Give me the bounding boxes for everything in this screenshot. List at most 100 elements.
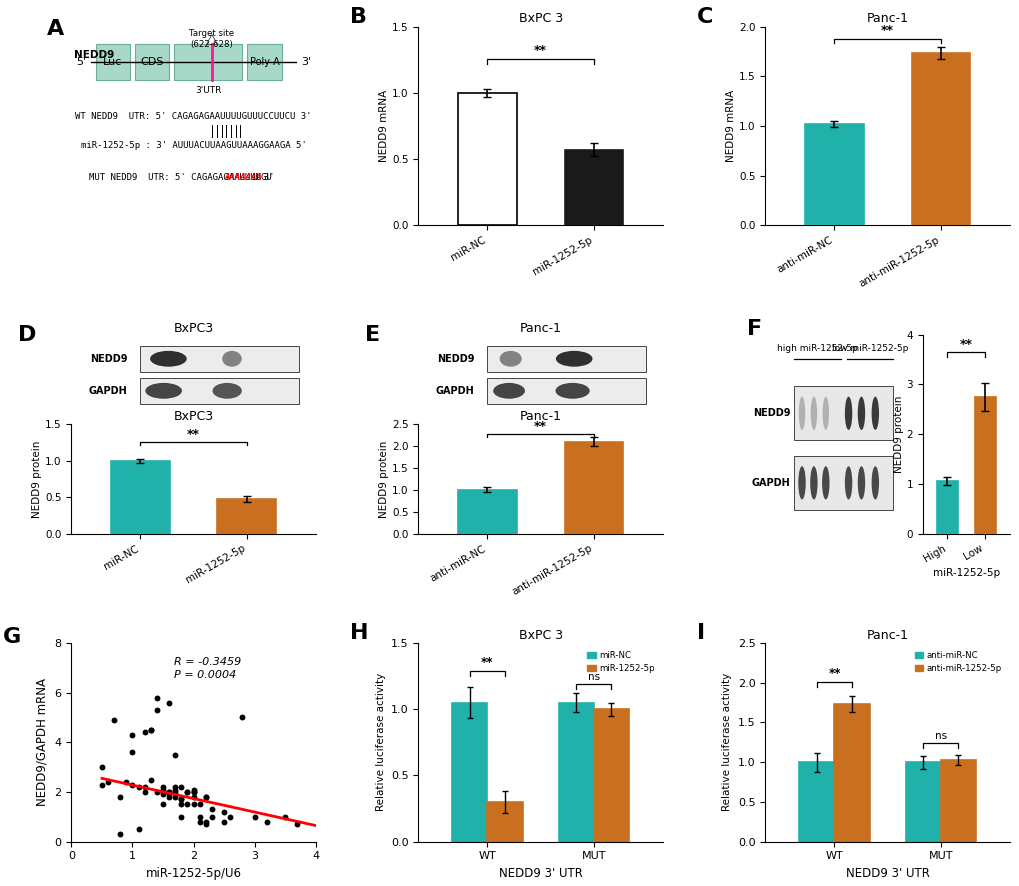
Bar (452, 703, 487, 842)
Bar (217, 499, 276, 533)
Point (124, 727, 141, 742)
Point (149, 785, 165, 799)
Text: G: G (3, 627, 21, 647)
Point (106, 713, 122, 727)
Point (161, 696, 177, 710)
Text: E: E (365, 325, 379, 346)
Ellipse shape (212, 383, 242, 399)
Point (130, 822, 147, 836)
Ellipse shape (844, 397, 852, 430)
Ellipse shape (871, 397, 878, 430)
Bar (834, 704, 869, 842)
Point (161, 788, 177, 802)
Y-axis label: Relative luciferase activity: Relative luciferase activity (375, 673, 385, 812)
FancyBboxPatch shape (140, 377, 299, 404)
FancyBboxPatch shape (794, 456, 893, 509)
Title: Panc-1: Panc-1 (519, 410, 561, 424)
Text: high miR-1252-5p: high miR-1252-5p (776, 344, 857, 353)
Ellipse shape (810, 397, 816, 430)
Text: GAPDH: GAPDH (435, 385, 474, 396)
Point (259, 815, 275, 829)
Title: BxPC 3: BxPC 3 (518, 12, 562, 26)
Text: **: ** (959, 338, 972, 351)
Y-axis label: NEDD9 protein: NEDD9 protein (893, 395, 903, 473)
Point (173, 780, 190, 794)
Text: NEDD9: NEDD9 (90, 354, 127, 364)
Point (143, 773, 159, 787)
Bar (911, 53, 969, 225)
Y-axis label: NEDD9 protein: NEDD9 protein (33, 440, 42, 517)
Point (161, 785, 177, 799)
Text: C: C (696, 7, 712, 27)
Bar (111, 461, 169, 533)
Text: **: ** (186, 428, 200, 441)
Point (167, 782, 183, 797)
Y-axis label: NEDD9/GAPDH mRNA: NEDD9/GAPDH mRNA (36, 679, 49, 806)
FancyBboxPatch shape (248, 44, 281, 81)
Title: Panc-1: Panc-1 (866, 12, 908, 26)
Bar (799, 762, 834, 842)
Text: CDS: CDS (141, 58, 164, 67)
Point (173, 792, 190, 806)
FancyBboxPatch shape (794, 386, 893, 440)
Ellipse shape (809, 466, 817, 500)
Text: B: B (350, 7, 367, 27)
Text: ns: ns (587, 672, 599, 682)
Text: low miR-1252-5p: low miR-1252-5p (830, 344, 907, 353)
Text: NEDD9: NEDD9 (437, 354, 474, 364)
Ellipse shape (871, 466, 878, 500)
Point (94, 777, 110, 791)
Point (179, 785, 196, 799)
Point (167, 790, 183, 804)
Point (192, 810, 208, 824)
Point (155, 780, 171, 794)
Bar (558, 703, 593, 842)
Text: **: ** (827, 666, 840, 680)
Text: H: H (350, 623, 368, 643)
Ellipse shape (493, 383, 525, 399)
Bar (487, 802, 522, 842)
Bar (458, 490, 517, 533)
Point (173, 810, 190, 824)
Point (100, 775, 116, 789)
X-axis label: NEDD9 3' UTR: NEDD9 3' UTR (845, 867, 928, 880)
X-axis label: NEDD9 3' UTR: NEDD9 3' UTR (498, 867, 582, 880)
Bar (940, 760, 975, 842)
FancyBboxPatch shape (486, 346, 645, 372)
Text: **: ** (880, 24, 894, 37)
Point (185, 782, 202, 797)
Point (130, 780, 147, 794)
Point (161, 790, 177, 804)
Ellipse shape (222, 351, 242, 367)
X-axis label: miR-1252-5p/U6: miR-1252-5p/U6 (146, 867, 242, 880)
Point (179, 785, 196, 799)
Text: NEDD9: NEDD9 (752, 408, 790, 418)
Ellipse shape (145, 383, 181, 399)
Legend: miR-NC, miR-1252-5p: miR-NC, miR-1252-5p (583, 647, 658, 676)
Point (185, 785, 202, 799)
Point (124, 745, 141, 759)
Point (198, 815, 214, 829)
Point (137, 726, 153, 740)
FancyBboxPatch shape (486, 377, 645, 404)
Bar (905, 762, 940, 842)
Ellipse shape (555, 351, 592, 367)
FancyBboxPatch shape (174, 44, 243, 81)
Text: GAPDH: GAPDH (751, 478, 790, 488)
Point (94, 760, 110, 774)
Point (198, 790, 214, 804)
Ellipse shape (857, 397, 864, 430)
Text: Luc: Luc (103, 58, 122, 67)
Point (216, 815, 232, 829)
Bar (564, 442, 623, 533)
Point (173, 792, 190, 806)
Point (112, 790, 128, 804)
Point (167, 785, 183, 799)
Ellipse shape (798, 466, 805, 500)
Point (143, 723, 159, 737)
Title: BxPC3: BxPC3 (173, 322, 213, 335)
Text: 3': 3' (301, 58, 311, 67)
Point (277, 810, 293, 824)
Y-axis label: NEDD9 mRNA: NEDD9 mRNA (726, 89, 736, 162)
Title: BxPC3: BxPC3 (173, 410, 213, 424)
